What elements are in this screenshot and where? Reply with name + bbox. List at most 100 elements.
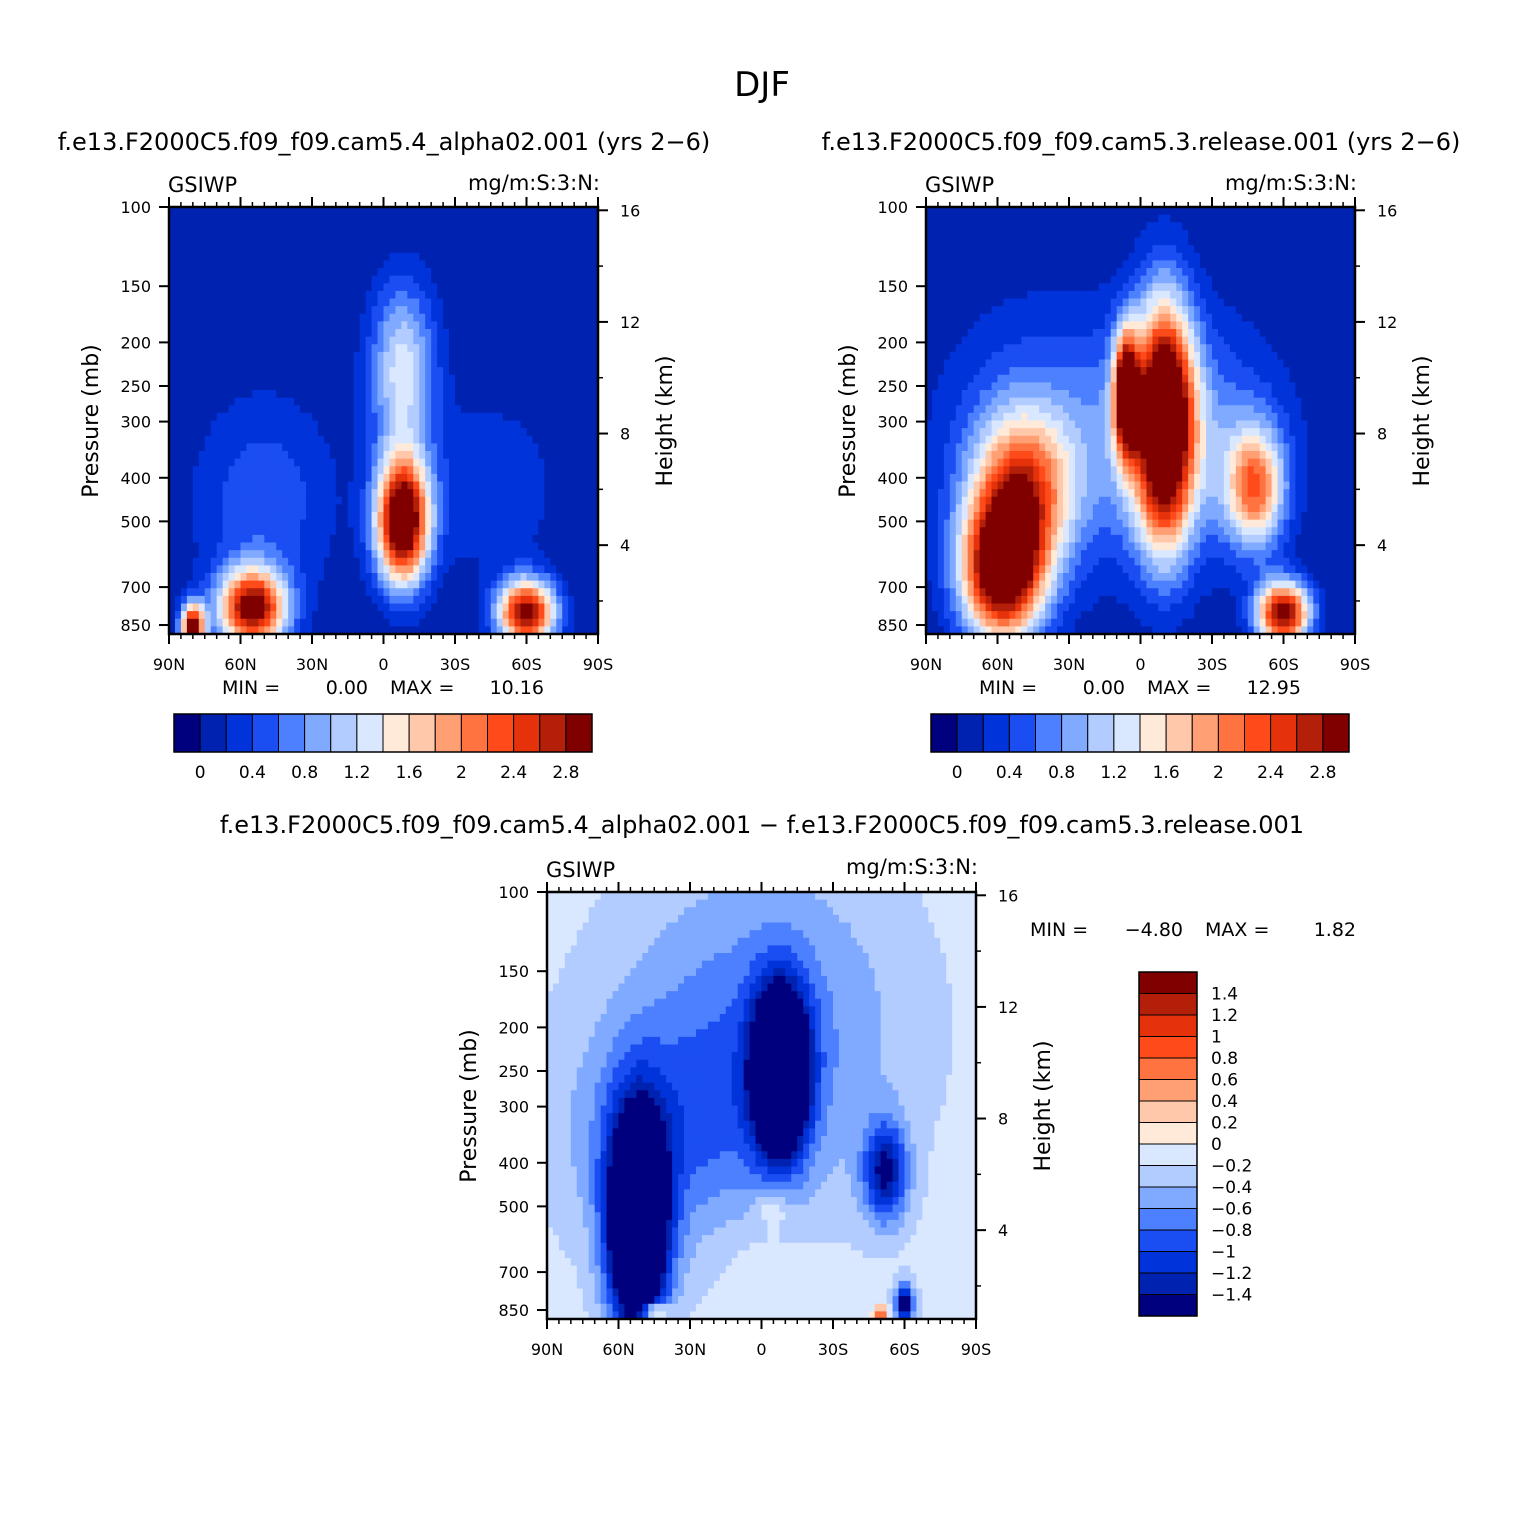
contour-cell (926, 298, 933, 307)
contour-cell (443, 237, 450, 246)
contour-cell (204, 321, 212, 330)
contour-cell (216, 252, 224, 261)
contour-cell (466, 390, 474, 399)
contour-cell (323, 542, 331, 551)
contour-cell (377, 412, 385, 422)
contour-cell (967, 351, 975, 361)
contour-cell (979, 611, 987, 620)
contour-cell (472, 595, 480, 605)
contour-cell (580, 268, 587, 277)
contour-cell (234, 557, 242, 566)
contour-cell (371, 214, 379, 223)
contour-cell (949, 405, 957, 414)
contour-cell (967, 405, 975, 414)
contour-cell (323, 611, 331, 620)
contour-cell (329, 351, 337, 361)
colorbar-box (330, 713, 358, 753)
contour-cell (395, 626, 402, 634)
contour-cell (1009, 306, 1016, 315)
contour-cell (496, 405, 504, 414)
contour-cell (472, 451, 480, 460)
contour-cell (252, 298, 259, 307)
contour-cell (532, 595, 540, 605)
contour-cell (216, 519, 224, 528)
contour-cell (282, 405, 289, 414)
contour-cell (455, 458, 462, 467)
contour-cell (1003, 504, 1011, 513)
contour-cell (216, 237, 224, 246)
contour-cell (198, 573, 206, 582)
contour-cell (341, 496, 349, 505)
contour-cell (967, 313, 975, 322)
contour-cell (389, 245, 397, 254)
contour-cell (300, 428, 307, 437)
contour-cell (169, 367, 176, 376)
contour-cell (180, 458, 188, 467)
contour-cell (228, 588, 236, 597)
contour-cell (329, 214, 337, 223)
contour-cell (937, 626, 945, 634)
contour-cell (335, 397, 343, 406)
contour-cell (180, 336, 188, 345)
contour-cell (377, 504, 385, 513)
contour-cell (437, 207, 444, 216)
contour-cell (538, 489, 545, 498)
contour-cell (1009, 329, 1016, 338)
contour-cell (979, 565, 987, 574)
contour-cell (961, 618, 969, 627)
contour-cell (437, 580, 444, 589)
contour-cell (526, 565, 534, 574)
contour-cell (258, 550, 265, 559)
contour-cell (460, 298, 468, 307)
contour-cell (544, 557, 551, 566)
contour-cell (472, 207, 480, 216)
contour-cell (246, 626, 254, 634)
contour-cell (395, 550, 402, 559)
contour-cell (341, 519, 349, 528)
contour-cell (216, 351, 224, 361)
contour-cell (496, 420, 504, 429)
x-tick-label: 60N (224, 655, 256, 674)
contour-cell (478, 542, 486, 551)
contour-cell (180, 542, 188, 551)
contour-cell (1003, 351, 1011, 361)
contour-cell (270, 618, 277, 627)
contour-cell (276, 542, 283, 551)
contour-cell (216, 275, 224, 284)
contour-cell (317, 214, 325, 223)
contour-cell (389, 268, 397, 277)
contour-cell (419, 534, 426, 544)
contour-cell (490, 397, 498, 406)
contour-cell (431, 534, 438, 544)
contour-cell (973, 428, 981, 437)
contour-cell (926, 268, 933, 277)
y-tick-label: 250 (120, 377, 151, 396)
contour-cell (568, 534, 575, 544)
contour-cell (270, 527, 277, 536)
contour-cell (926, 306, 933, 315)
contour-cell (210, 306, 218, 315)
contour-cell (425, 557, 432, 566)
contour-cell (270, 313, 277, 322)
contour-cell (502, 237, 510, 246)
contour-cell (472, 588, 480, 597)
contour-cell (943, 595, 951, 605)
contour-cell (174, 435, 182, 444)
contour-cell (312, 618, 319, 627)
contour-cell (413, 458, 420, 467)
contour-cell (204, 611, 212, 620)
contour-cell (538, 329, 545, 338)
contour-cell (955, 382, 963, 391)
contour-cell (961, 405, 969, 414)
contour-cell (228, 435, 236, 444)
contour-cell (514, 351, 522, 361)
contour-cell (401, 268, 408, 277)
contour-cell (347, 336, 355, 345)
contour-cell (222, 466, 230, 475)
contour-cell (431, 557, 438, 566)
contour-cell (580, 451, 587, 460)
contour-cell (258, 443, 265, 452)
contour-cell (401, 435, 408, 444)
contour-cell (198, 351, 206, 361)
contour-cell (931, 214, 939, 223)
